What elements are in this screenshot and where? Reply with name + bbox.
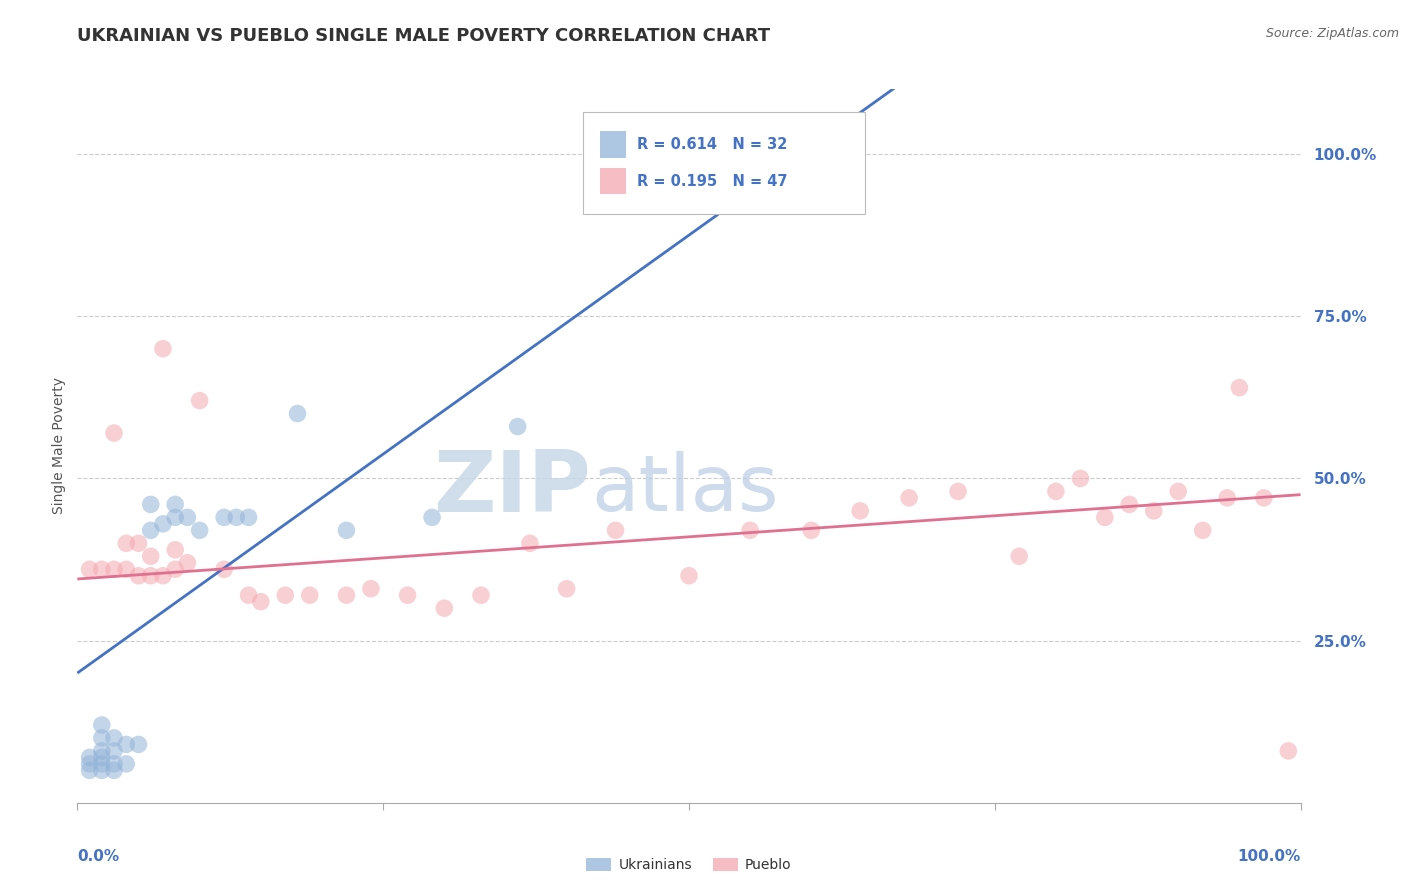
Point xyxy=(165,562,187,576)
Point xyxy=(1045,484,1067,499)
Point xyxy=(238,588,260,602)
Point xyxy=(90,756,112,771)
Point xyxy=(176,510,198,524)
Point xyxy=(1191,524,1213,538)
Point xyxy=(79,562,101,576)
Point xyxy=(103,764,125,778)
Point xyxy=(1216,491,1239,505)
Point xyxy=(1143,504,1166,518)
Text: ZIP: ZIP xyxy=(433,447,591,531)
Point xyxy=(1229,381,1251,395)
Point xyxy=(165,497,187,511)
Point xyxy=(165,542,187,557)
Point xyxy=(115,756,138,771)
Point xyxy=(103,562,125,576)
Point xyxy=(90,764,112,778)
Point xyxy=(115,738,138,752)
Point xyxy=(396,588,419,602)
Point xyxy=(115,562,138,576)
Point xyxy=(152,342,174,356)
Point xyxy=(1253,491,1275,505)
Point xyxy=(103,744,125,758)
Point xyxy=(360,582,382,596)
Point xyxy=(946,484,969,499)
Point xyxy=(740,147,762,161)
Point xyxy=(849,504,872,518)
Point xyxy=(238,510,260,524)
Text: 100.0%: 100.0% xyxy=(1237,849,1301,864)
Point xyxy=(335,524,357,538)
Point xyxy=(79,750,101,764)
Point xyxy=(274,588,297,602)
Point xyxy=(1069,471,1091,485)
Point xyxy=(79,756,101,771)
Point xyxy=(225,510,247,524)
Point xyxy=(127,536,149,550)
Point xyxy=(103,756,125,771)
Point xyxy=(1008,549,1031,564)
Point xyxy=(188,524,211,538)
Point xyxy=(470,588,492,602)
Legend: Ukrainians, Pueblo: Ukrainians, Pueblo xyxy=(581,853,797,878)
Point xyxy=(740,524,762,538)
Point xyxy=(139,549,162,564)
Point xyxy=(212,562,235,576)
Point xyxy=(127,738,149,752)
Point xyxy=(519,536,541,550)
Point xyxy=(152,568,174,582)
Point xyxy=(90,718,112,732)
Point xyxy=(1118,497,1140,511)
Point xyxy=(139,568,162,582)
Point xyxy=(605,524,627,538)
Point xyxy=(165,510,187,524)
Point xyxy=(79,764,101,778)
Point xyxy=(103,425,125,440)
Point xyxy=(139,524,162,538)
Point xyxy=(287,407,309,421)
Point xyxy=(188,393,211,408)
Point xyxy=(420,510,443,524)
Point xyxy=(90,744,112,758)
Point xyxy=(1167,484,1189,499)
Text: atlas: atlas xyxy=(591,450,779,527)
Point xyxy=(678,568,700,582)
Point xyxy=(298,588,321,602)
Point xyxy=(555,582,578,596)
Text: Source: ZipAtlas.com: Source: ZipAtlas.com xyxy=(1265,27,1399,40)
Point xyxy=(127,568,149,582)
Text: R = 0.614   N = 32: R = 0.614 N = 32 xyxy=(637,137,787,152)
Point xyxy=(1277,744,1299,758)
Text: UKRAINIAN VS PUEBLO SINGLE MALE POVERTY CORRELATION CHART: UKRAINIAN VS PUEBLO SINGLE MALE POVERTY … xyxy=(77,27,770,45)
Point xyxy=(335,588,357,602)
Y-axis label: Single Male Poverty: Single Male Poverty xyxy=(52,377,66,515)
Point xyxy=(90,750,112,764)
Point xyxy=(115,536,138,550)
Point xyxy=(506,419,529,434)
Point xyxy=(433,601,456,615)
Point xyxy=(898,491,921,505)
Point xyxy=(727,147,749,161)
Point xyxy=(800,524,823,538)
Text: R = 0.195   N = 47: R = 0.195 N = 47 xyxy=(637,174,787,188)
Point xyxy=(250,595,273,609)
Point xyxy=(139,497,162,511)
Point xyxy=(103,731,125,745)
Point xyxy=(90,731,112,745)
Point xyxy=(212,510,235,524)
Point xyxy=(152,516,174,531)
Point xyxy=(90,562,112,576)
Point xyxy=(176,556,198,570)
Text: 0.0%: 0.0% xyxy=(77,849,120,864)
Point xyxy=(1094,510,1116,524)
